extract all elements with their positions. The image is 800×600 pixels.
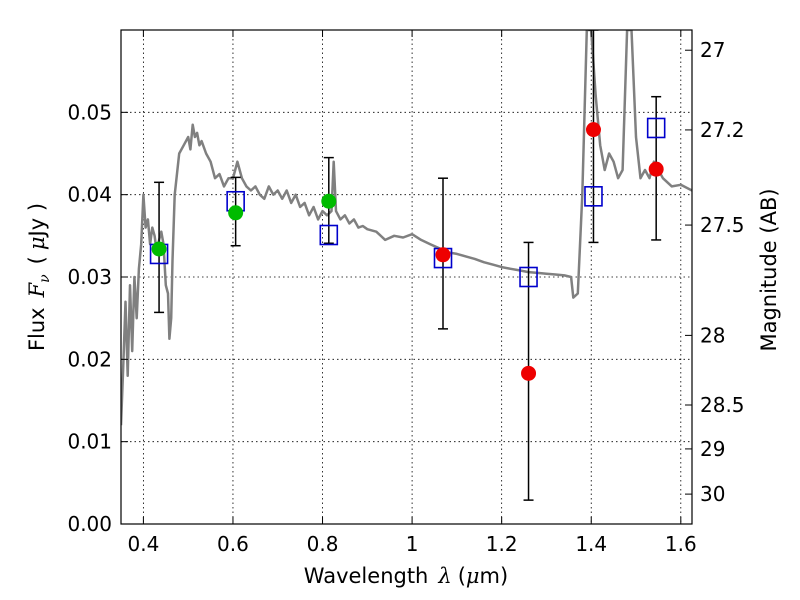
y2-tick-label: 30 — [700, 482, 725, 506]
x-axis-label: Wavelength λ (μm) — [304, 564, 508, 588]
y2-tick-label: 27.2 — [700, 118, 745, 142]
model-point — [646, 117, 666, 139]
x-tick-label: 0.4 — [127, 532, 159, 556]
x-tick-label: 1 — [406, 532, 419, 556]
observed-point — [321, 193, 337, 209]
x-tick-label: 1.6 — [665, 532, 697, 556]
y2-tick-label: 28 — [700, 323, 725, 347]
y-tick-label: 0.01 — [67, 430, 112, 454]
data-markers — [149, 117, 666, 381]
observed-point — [228, 205, 244, 221]
observed-point — [648, 161, 664, 177]
model-point — [519, 266, 538, 288]
y2-tick-label: 27.5 — [700, 213, 745, 237]
y-tick-label: 0.04 — [67, 183, 112, 207]
x-tick-label: 0.6 — [217, 532, 249, 556]
observed-point — [521, 365, 537, 381]
observed-point — [585, 122, 601, 138]
model-spectrum — [121, 30, 692, 426]
spectrum-line — [121, 30, 692, 426]
y-tick-label: 0.03 — [67, 265, 112, 289]
ticks: 0.4 0.6 0.8 1 1.2 1.4 1.6 0.00 0.01 0.02 0.03 0.04 0… — [67, 30, 745, 556]
y-axis-label: FluxFν(μJy ) — [25, 203, 53, 351]
y2-axis-label: Magnitude (AB) — [757, 188, 781, 351]
y2-tick-label: 28.5 — [700, 393, 745, 417]
y2-tick-label: 29 — [700, 437, 725, 461]
y2-tick-label: 27 — [700, 38, 725, 62]
x-tick-label: 1.4 — [575, 532, 607, 556]
x-tick-label: 0.8 — [307, 532, 339, 556]
observed-point — [435, 247, 451, 263]
y-tick-label: 0.00 — [67, 512, 112, 536]
model-point — [584, 186, 603, 207]
model-point — [319, 224, 339, 246]
y-tick-label: 0.05 — [67, 100, 112, 124]
y-tick-label: 0.02 — [67, 347, 112, 371]
x-tick-label: 1.2 — [486, 532, 518, 556]
observed-point — [151, 241, 167, 257]
